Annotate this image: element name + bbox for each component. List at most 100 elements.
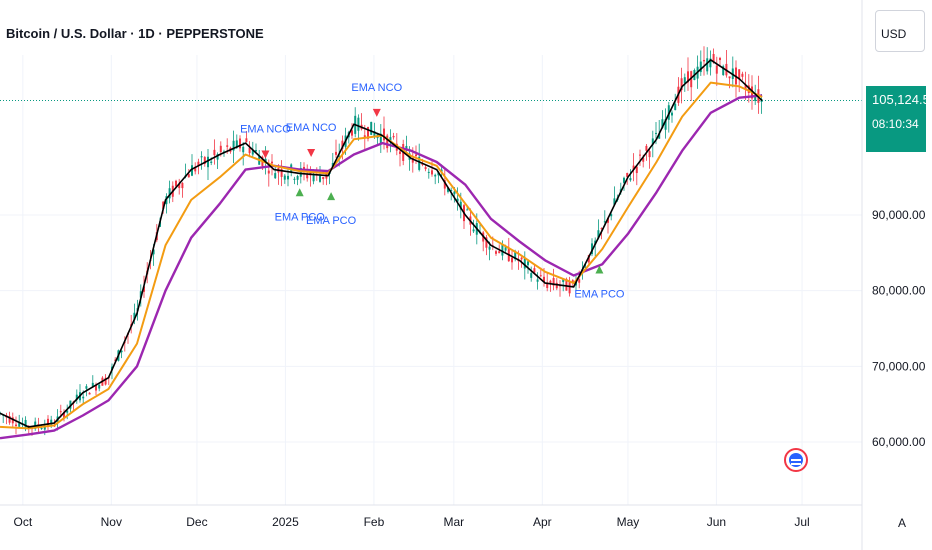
- candle-body: [565, 278, 568, 291]
- candle-body: [683, 77, 686, 84]
- candle-body: [635, 166, 638, 174]
- candle-body: [379, 133, 382, 144]
- candle-body: [235, 140, 238, 148]
- candle-body: [431, 170, 433, 175]
- candle-body: [50, 419, 53, 425]
- candle-body: [24, 419, 27, 430]
- signals: EMA NCO EMA PCO EMA NCO EMA PCO EMA NCO EMA P…: [240, 82, 625, 301]
- candle-body: [59, 411, 62, 413]
- last-price-badge: 105,124.52 08:10:34: [866, 86, 932, 152]
- candle-body: [287, 175, 289, 180]
- candle-body: [389, 137, 392, 142]
- candle-body: [421, 163, 424, 165]
- candle-body: [613, 198, 616, 205]
- signal-down-marker: [307, 148, 316, 157]
- candle-body: [69, 400, 72, 409]
- candle-body: [453, 191, 456, 195]
- candle-body: [274, 173, 277, 179]
- candle-body: [280, 169, 283, 177]
- candle-body: [197, 161, 200, 166]
- flag-logo-icon[interactable]: [784, 448, 808, 472]
- signal-label: EMA NCO: [351, 82, 402, 94]
- candle-body: [629, 178, 632, 181]
- candle-body: [399, 151, 401, 154]
- candle-body: [239, 138, 241, 149]
- candle-body: [299, 167, 302, 177]
- signal-down-marker: [372, 108, 381, 117]
- x-tick-label: Nov: [101, 515, 122, 529]
- candle-body: [312, 174, 315, 182]
- candle-body: [386, 135, 389, 149]
- candle-body: [443, 180, 446, 189]
- candle-body: [139, 291, 142, 298]
- x-tick-label: Jul: [794, 515, 809, 529]
- chart-title: Bitcoin / U.S. Dollar · 1D · PEPPERSTONE: [6, 26, 264, 41]
- candle-body: [530, 273, 533, 278]
- candle-body: [447, 187, 449, 192]
- candle-body: [40, 428, 43, 430]
- x-tick-label: Apr: [533, 515, 552, 529]
- candle-body: [8, 416, 11, 423]
- candle-body: [82, 396, 85, 399]
- candle-body: [504, 247, 507, 251]
- candle-body: [213, 149, 216, 156]
- grid: [0, 55, 862, 505]
- candle-body: [415, 154, 417, 157]
- candle-body: [175, 180, 177, 187]
- x-tick-label: Oct: [13, 515, 32, 529]
- x-tick-label: May: [617, 515, 640, 529]
- candle-body: [639, 154, 641, 156]
- candle-body: [114, 359, 117, 361]
- candle-body: [536, 279, 539, 282]
- candle-body: [75, 394, 78, 400]
- candle-body: [747, 85, 750, 93]
- candle-body: [411, 157, 414, 163]
- candle-body: [472, 229, 475, 232]
- candle-body: [597, 230, 600, 239]
- candle-body: [741, 73, 744, 77]
- candle-body: [210, 161, 213, 163]
- candle-body: [120, 350, 123, 353]
- candle-body: [191, 165, 193, 176]
- candle-body: [15, 424, 17, 427]
- auto-scale-button[interactable]: A: [898, 516, 907, 530]
- candle-body: [293, 178, 296, 180]
- candle-body: [709, 58, 712, 68]
- signal-up-marker: [327, 192, 336, 201]
- candle-body: [207, 156, 209, 168]
- candle-body: [600, 228, 603, 230]
- candle-body: [523, 258, 526, 269]
- candles: [0, 46, 763, 436]
- candle-body: [162, 201, 165, 209]
- candle-body: [418, 156, 421, 170]
- candle-body: [367, 126, 369, 139]
- candle-body: [488, 246, 491, 250]
- candle-body: [571, 280, 574, 284]
- candle-body: [623, 177, 625, 183]
- candle-body: [514, 251, 517, 260]
- candle-body: [549, 280, 552, 284]
- candle-body: [533, 268, 536, 273]
- candle-body: [744, 84, 747, 90]
- candle-body: [251, 149, 254, 155]
- candle-body: [658, 133, 661, 139]
- candle-body: [248, 147, 251, 154]
- candle-body: [363, 135, 366, 138]
- candle-body: [498, 251, 501, 254]
- candle-body: [456, 198, 459, 202]
- candle-body: [133, 312, 136, 320]
- candle-body: [648, 151, 651, 158]
- candle-body: [610, 214, 613, 217]
- candle-body: [296, 176, 299, 180]
- signal-label: EMA NCO: [240, 123, 291, 135]
- candle-body: [18, 423, 21, 427]
- candle-body: [373, 131, 376, 138]
- candle-body: [543, 276, 545, 282]
- currency-button[interactable]: USD: [875, 10, 925, 52]
- candle-body: [661, 119, 664, 128]
- x-tick-label: Dec: [186, 515, 207, 529]
- candle-body: [655, 132, 657, 134]
- candle-body: [728, 76, 731, 79]
